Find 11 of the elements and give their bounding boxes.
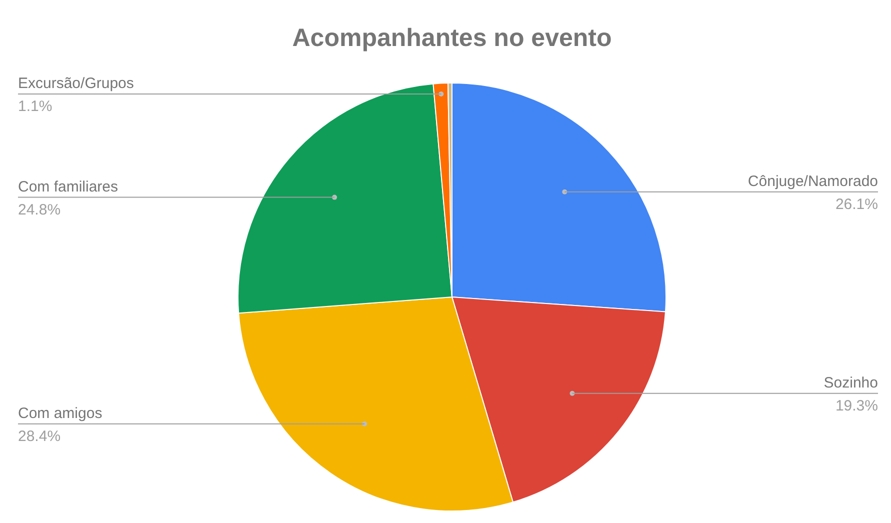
slice-label: Cônjuge/Namorado <box>748 172 878 190</box>
data-label: 28.4% <box>18 428 61 445</box>
slice-label: Sozinho <box>824 374 878 392</box>
data-label: 1.1% <box>18 98 52 115</box>
slice-label: Excursão/Grupos <box>18 74 134 92</box>
data-label: 26.1% <box>835 196 878 213</box>
chart-title: Acompanhantes no evento <box>292 24 612 52</box>
slice-label: Com amigos <box>18 404 102 422</box>
data-label: 19.3% <box>835 397 878 414</box>
data-label: 24.8% <box>18 201 61 218</box>
slice-label: Com familiares <box>18 178 118 196</box>
